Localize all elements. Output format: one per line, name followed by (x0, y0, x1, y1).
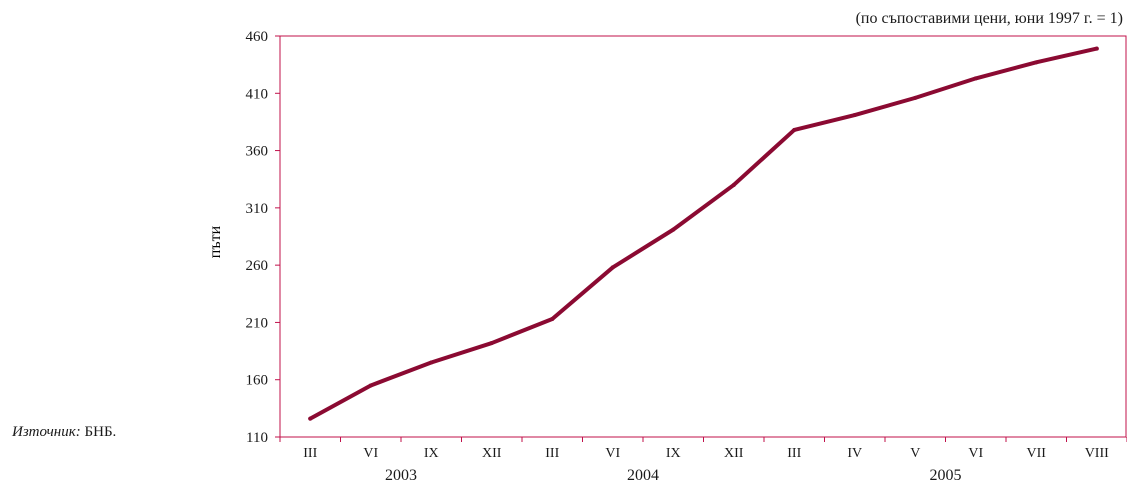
y-tick-label: 310 (246, 201, 269, 217)
data-point (308, 416, 313, 421)
year-label: 2004 (627, 467, 659, 483)
y-axis-label: пъти (207, 225, 224, 258)
x-tick-label: XII (724, 446, 744, 461)
y-tick-label: 460 (246, 29, 269, 45)
y-tick-label: 360 (246, 144, 269, 160)
data-point (489, 341, 494, 346)
x-tick-label: XII (482, 446, 502, 461)
data-point (913, 95, 918, 100)
x-tick-label: IV (847, 446, 862, 461)
data-point (550, 316, 555, 321)
data-point (671, 227, 676, 232)
y-tick-label: 410 (246, 86, 269, 102)
y-tick-label: 260 (246, 258, 269, 274)
y-ticks: 110 160 210 260 310 360 410 460 (246, 29, 280, 446)
x-tick-label: VIII (1085, 446, 1109, 461)
series-group (308, 46, 1099, 421)
source-text: БНБ. (84, 424, 117, 440)
data-point (792, 127, 797, 132)
chart-title: (по съпоставими цени, юни 1997 г. = 1) (855, 10, 1123, 27)
series-line (308, 46, 1099, 421)
y-tick-label: 110 (246, 430, 268, 446)
data-point (852, 113, 857, 118)
x-tick-label: V (910, 446, 920, 461)
data-point (610, 265, 615, 270)
x-tick-label: III (787, 446, 801, 461)
plot-area-frame (279, 35, 1127, 438)
y-tick-label: 210 (246, 315, 269, 331)
year-label: 2003 (385, 467, 417, 483)
data-point (429, 360, 434, 365)
source-label: Източник: (12, 424, 81, 440)
year-label: 2005 (930, 467, 962, 483)
y-tick-label: 160 (246, 373, 269, 389)
x-tick-label: VI (605, 446, 620, 461)
data-point (731, 182, 736, 187)
data-point (973, 76, 978, 81)
x-tick-label: IX (666, 446, 681, 461)
x-tick-label: IX (424, 446, 439, 461)
data-point (1094, 46, 1099, 51)
x-tick-label: III (303, 446, 317, 461)
x-tick-label: III (545, 446, 559, 461)
x-tick-label: VI (363, 446, 378, 461)
data-point (368, 383, 373, 388)
x-tick-label: VI (968, 446, 983, 461)
x-tick-label: VII (1027, 446, 1047, 461)
x-ticks: III VI IX XII III VI IX XII III IV V VI VII VIII 2003 2… (279, 437, 1127, 483)
chart-axes (279, 35, 1127, 438)
source-note: Източник: БНБ. (12, 424, 116, 441)
data-point (1034, 60, 1039, 65)
